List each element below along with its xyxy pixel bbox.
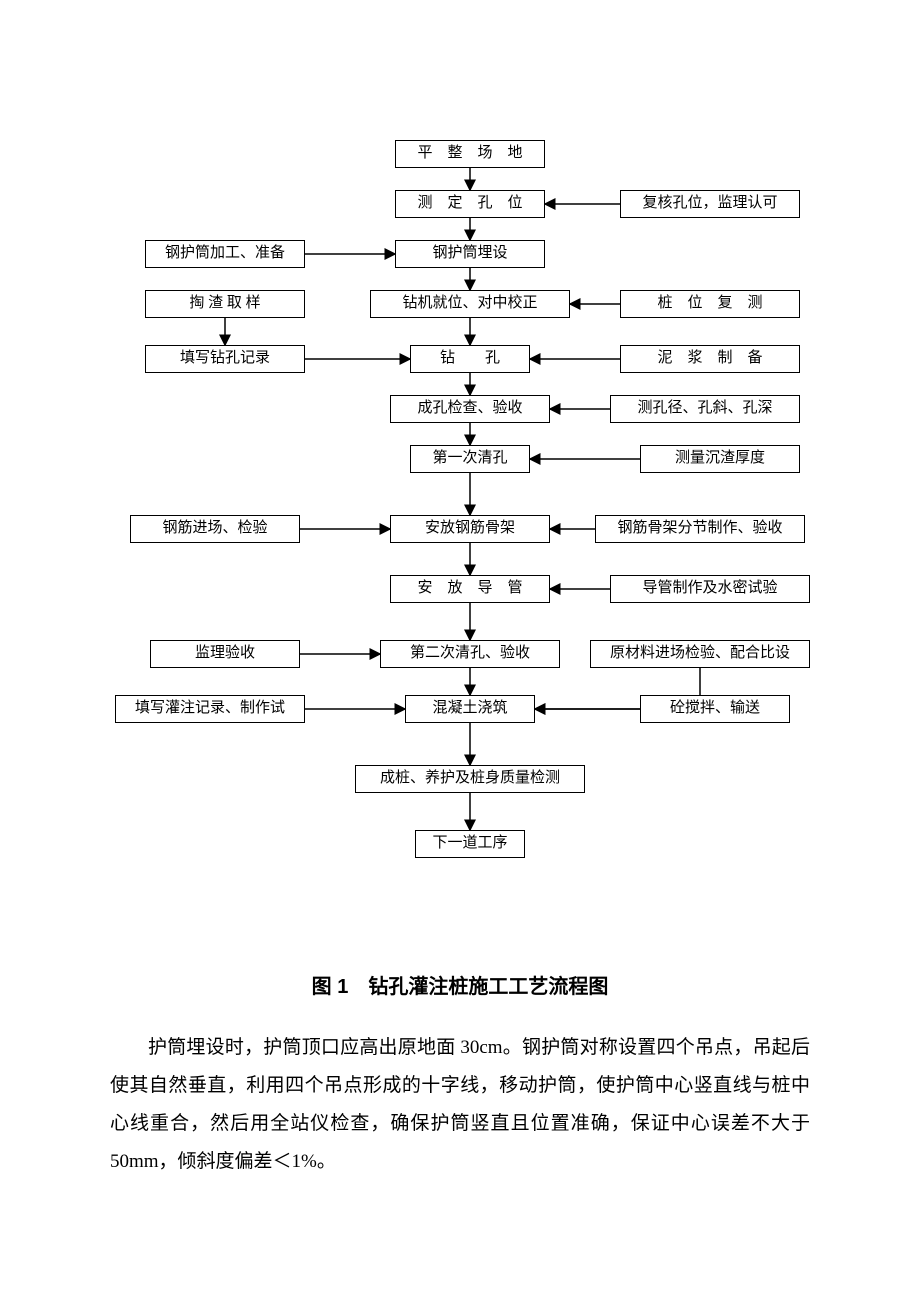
flow-node-n8l: 钢筋进场、检验 — [130, 515, 300, 543]
flow-node-n4l: 掏 渣 取 样 — [145, 290, 305, 318]
flow-node-n6r: 测孔径、孔斜、孔深 — [610, 395, 800, 423]
flow-node-n5: 钻 孔 — [410, 345, 530, 373]
flow-node-n7r: 测量沉渣厚度 — [640, 445, 800, 473]
body-paragraph: 护筒埋设时，护筒顶口应高出原地面 30cm。钢护筒对称设置四个吊点，吊起后使其自… — [110, 1029, 810, 1181]
flowchart-canvas: 平 整 场 地测 定 孔 位 复核孔位，监理认可钢护筒加工、准备 钢护筒埋设掏 渣 … — [0, 130, 920, 930]
flow-node-n6: 成孔检查、验收 — [390, 395, 550, 423]
flow-node-n3: 钢护筒埋设 — [395, 240, 545, 268]
flow-node-n11l: 填写灌注记录、制作试 — [115, 695, 305, 723]
flow-node-n5r: 泥 浆 制 备 — [620, 345, 800, 373]
body-paragraph-container: 护筒埋设时，护筒顶口应高出原地面 30cm。钢护筒对称设置四个吊点，吊起后使其自… — [110, 1029, 810, 1181]
flow-node-n9r: 导管制作及水密试验 — [610, 575, 810, 603]
figure-caption: 图 1 钻孔灌注桩施工工艺流程图 — [0, 970, 920, 999]
flow-node-n13: 下一道工序 — [415, 830, 525, 858]
flow-node-n10r: 原材料进场检验、配合比设 — [590, 640, 810, 668]
flow-node-n2: 测 定 孔 位 — [395, 190, 545, 218]
flow-node-n11: 混凝土浇筑 — [405, 695, 535, 723]
flow-node-n10l: 监理验收 — [150, 640, 300, 668]
flow-node-n8r: 钢筋骨架分节制作、验收 — [595, 515, 805, 543]
flow-node-n4: 钻机就位、对中校正 — [370, 290, 570, 318]
flow-node-n9: 安 放 导 管 — [390, 575, 550, 603]
flow-node-n3l: 钢护筒加工、准备 — [145, 240, 305, 268]
flow-node-n7: 第一次清孔 — [410, 445, 530, 473]
flow-node-n2r: 复核孔位，监理认可 — [620, 190, 800, 218]
flow-node-n4r: 桩 位 复 测 — [620, 290, 800, 318]
page: 平 整 场 地测 定 孔 位 复核孔位，监理认可钢护筒加工、准备 钢护筒埋设掏 渣 … — [0, 0, 920, 1241]
flow-node-n10: 第二次清孔、验收 — [380, 640, 560, 668]
flow-node-n12: 成桩、养护及桩身质量检测 — [355, 765, 585, 793]
flow-node-n11r: 砼搅拌、输送 — [640, 695, 790, 723]
flow-node-n8: 安放钢筋骨架 — [390, 515, 550, 543]
flow-node-n1: 平 整 场 地 — [395, 140, 545, 168]
flow-node-n5l: 填写钻孔记录 — [145, 345, 305, 373]
